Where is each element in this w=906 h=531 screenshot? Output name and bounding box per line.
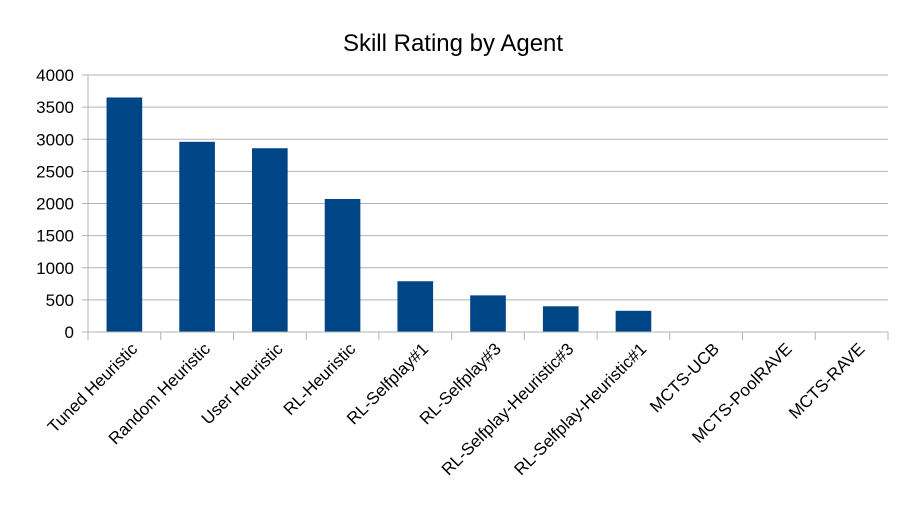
x-tick-label: RL-Selfplay-Heuristic#3 — [438, 339, 578, 479]
bar — [324, 199, 361, 332]
chart-title: Skill Rating by Agent — [343, 30, 563, 57]
y-tick-label: 4000 — [36, 66, 74, 85]
y-tick-label: 3000 — [36, 130, 74, 149]
y-tick-labels: 0 500 1000 1500 2000 2500 3000 3500 4000 — [36, 66, 74, 342]
y-tick-label: 500 — [46, 291, 74, 310]
bar — [615, 310, 652, 332]
bar — [106, 97, 143, 332]
x-tick-label: MCTS-RAVE — [785, 339, 868, 422]
bar — [179, 141, 215, 332]
y-tick-label: 2500 — [36, 162, 74, 181]
x-tick-label: MCTS-UCB — [646, 339, 723, 416]
bar — [542, 306, 579, 332]
y-tick-label: 1000 — [36, 259, 74, 278]
gridlines — [88, 74, 888, 333]
y-tick-label: 3500 — [36, 98, 74, 117]
y-tick-label: 0 — [65, 323, 74, 342]
y-tick-label: 1500 — [36, 227, 74, 246]
bars — [106, 97, 652, 332]
bar — [397, 281, 434, 332]
x-tick-label: RL-Selfplay-Heuristic#1 — [511, 339, 651, 479]
bar — [252, 148, 288, 332]
y-tick-label: 2000 — [36, 195, 74, 214]
axes — [82, 74, 889, 340]
x-tick-label: RL-Heuristic — [280, 339, 360, 419]
bar — [470, 295, 506, 332]
